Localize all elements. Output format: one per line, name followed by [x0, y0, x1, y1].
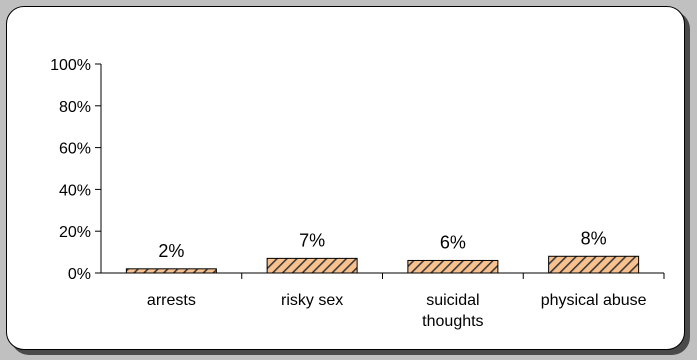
data-label: 6%	[440, 232, 466, 252]
chart-bars	[125, 255, 640, 274]
x-category-label-line: physical abuse	[541, 292, 647, 309]
data-label: 2%	[158, 241, 184, 261]
data-label: 7%	[299, 230, 325, 250]
y-tick-label: 40%	[59, 182, 91, 199]
x-category-label-line: risky sex	[281, 292, 343, 309]
bar-physical-abuse	[548, 255, 640, 274]
data-label: 8%	[581, 228, 607, 248]
y-tick-label: 20%	[59, 224, 91, 241]
x-category-label-line: suicidal	[426, 292, 479, 309]
bar-arrests	[125, 268, 217, 274]
x-category-label: arrests	[147, 292, 196, 309]
y-tick-label: 100%	[50, 57, 91, 74]
y-tick-label: 0%	[68, 266, 91, 283]
y-tick-label: 80%	[59, 99, 91, 116]
x-category-label: physical abuse	[541, 292, 647, 309]
x-category-label-line: arrests	[147, 292, 196, 309]
bar-risky-sex	[266, 257, 358, 274]
bar-suicidal-thoughts	[407, 259, 499, 274]
chart-frame	[6, 6, 685, 350]
chart-labels: 0% 20% 40% 60% 80% 100% 2% arrests 7% risky sex 6%…	[50, 57, 647, 330]
x-category-label: risky sex	[281, 292, 343, 309]
y-tick-label: 60%	[59, 141, 91, 158]
x-category-label-line: thoughts	[422, 313, 483, 330]
x-category-label: suicidal thoughts	[422, 292, 483, 330]
